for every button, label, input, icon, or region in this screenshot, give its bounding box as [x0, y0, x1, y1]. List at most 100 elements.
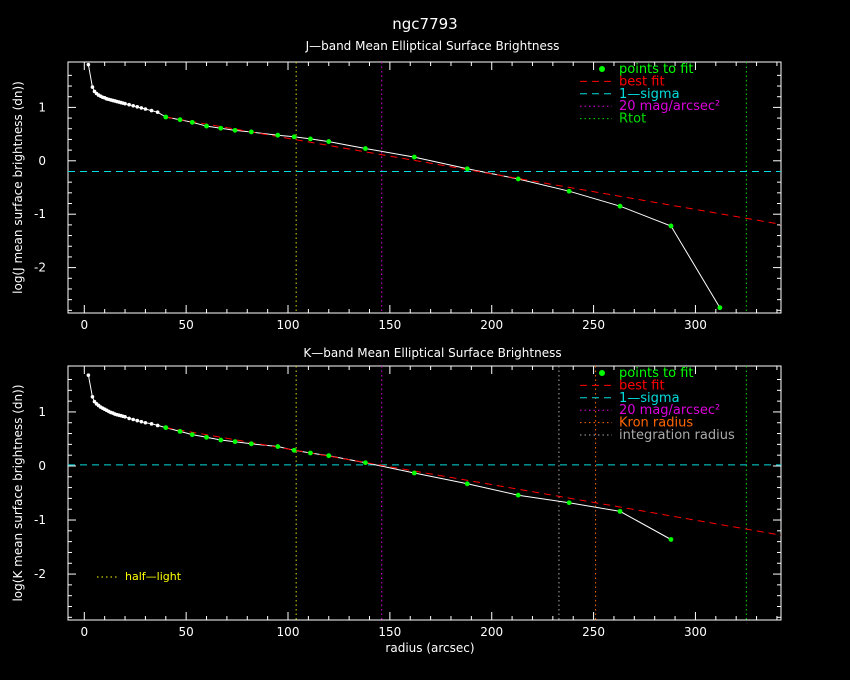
k-y-tick-label: -1 [34, 513, 46, 527]
j-legend-label-mag: 20 mag/arcsec² [619, 99, 720, 114]
k-best-fit-line [165, 427, 782, 536]
k-legend-label-points: points to fit [619, 366, 694, 381]
k-fit-point [275, 444, 281, 449]
k-legend-label-mag: 20 mag/arcsec² [619, 403, 720, 418]
k-x-tick-label: 250 [582, 625, 605, 639]
k-x-tick-label: 50 [179, 625, 194, 639]
j-x-tick-label: 50 [179, 318, 194, 332]
j-x-tick-label: 200 [480, 318, 503, 332]
j-profile-point [149, 108, 154, 113]
k-fit-point [232, 439, 238, 445]
k-fit-point [204, 434, 209, 440]
k-profile-point [90, 395, 95, 399]
k-y-axis-label: log(K mean surface brightness (dn)) [11, 384, 25, 601]
k-fit-point [189, 432, 195, 438]
j-fit-point [717, 305, 723, 311]
j-profile-point [127, 102, 131, 107]
j-best-fit-line [165, 116, 782, 225]
k-profile-point [139, 419, 144, 424]
k-profile-point [149, 422, 154, 426]
j-y-axis-label: log(J mean surface brightness (dn)) [11, 81, 25, 294]
j-y-tick-label: 1 [38, 100, 46, 114]
j-fit-point [218, 125, 224, 131]
k-fit-point [363, 460, 368, 466]
j-fit-point [617, 203, 623, 209]
k-x-tick-label: 0 [80, 625, 88, 639]
j-fit-point [411, 154, 417, 160]
j-legend-symbol-points [599, 66, 605, 72]
k-legend-label-sigma: 1—sigma [619, 391, 680, 406]
j-legend-label-points: points to fit [619, 62, 694, 77]
k-profile-point [86, 373, 91, 377]
k-legend-label-integ: integration radius [619, 428, 735, 443]
k-chart-title: K—band Mean Elliptical Surface Brightnes… [303, 346, 561, 360]
k-y-tick-label: -2 [34, 567, 46, 581]
j-profile-point [123, 101, 127, 106]
j-fit-point [326, 139, 332, 144]
k-fit-point [326, 453, 332, 459]
k-x-tick-label: 200 [480, 625, 503, 639]
k-profile-point [155, 423, 160, 428]
j-fit-point [163, 114, 169, 120]
j-fit-point [668, 223, 674, 229]
k-fit-point [411, 470, 417, 476]
j-y-tick-label: 0 [38, 154, 46, 168]
k-y-tick-label: 0 [38, 459, 46, 473]
k-fit-point [291, 447, 297, 453]
k-profile-point [135, 418, 140, 423]
j-fit-point [232, 127, 238, 133]
j-fit-point [464, 166, 470, 172]
j-profile-point [139, 106, 144, 110]
j-profile-point [131, 103, 135, 108]
j-fit-point [189, 119, 195, 125]
j-fit-point [248, 129, 254, 135]
k-fit-point [163, 425, 169, 431]
k-fit-point [464, 481, 470, 487]
k-fit-point [177, 428, 183, 434]
j-profile-point [90, 85, 95, 89]
j-fit-point [566, 188, 572, 194]
k-band-panel: K—band Mean Elliptical Surface Brightnes… [11, 346, 782, 639]
k-plot-frame [67, 365, 782, 621]
j-y-tick-label: -2 [34, 261, 46, 275]
k-profile-point [123, 415, 127, 419]
k-fit-point [566, 500, 572, 506]
k-half-light-label: half—light [125, 570, 182, 583]
j-fit-point [275, 132, 281, 138]
k-fit-point [308, 450, 313, 456]
page-title: ngc7793 [392, 15, 457, 33]
k-fit-point [218, 437, 224, 443]
k-fit-point [515, 492, 521, 498]
k-legend-symbol-points [599, 370, 605, 376]
j-legend-label-rtot: Rtot [619, 112, 646, 127]
k-fit-point [248, 441, 254, 447]
j-chart-title: J—band Mean Elliptical Surface Brightnes… [305, 39, 560, 53]
j-profile-point [135, 105, 140, 109]
k-legend-label-kron: Kron radius [619, 416, 693, 431]
k-profile-point [143, 420, 148, 425]
j-legend-label-sigma: 1—sigma [619, 87, 680, 102]
j-plot-frame [67, 61, 782, 314]
k-profile-point [127, 416, 131, 421]
j-fit-point [177, 117, 183, 123]
x-axis-label: radius (arcsec) [385, 641, 474, 655]
j-fit-point [363, 146, 368, 151]
j-y-tick-label: -1 [34, 207, 46, 221]
j-fit-point [515, 176, 521, 182]
j-band-panel: J—band Mean Elliptical Surface Brightnes… [11, 39, 782, 332]
j-profile-point [155, 110, 160, 114]
j-profile-point [86, 62, 91, 67]
k-legend-label-fit: best fit [619, 378, 665, 393]
k-fit-point [668, 537, 674, 542]
k-profile-point [131, 417, 135, 422]
j-fit-point [308, 136, 313, 142]
j-x-tick-label: 100 [277, 318, 300, 332]
k-fit-point [617, 508, 623, 514]
k-y-tick-label: 1 [38, 405, 46, 419]
j-fit-point [291, 134, 297, 140]
j-x-tick-label: 150 [378, 318, 401, 332]
j-x-tick-label: 0 [80, 318, 88, 332]
j-x-tick-label: 300 [684, 318, 707, 332]
